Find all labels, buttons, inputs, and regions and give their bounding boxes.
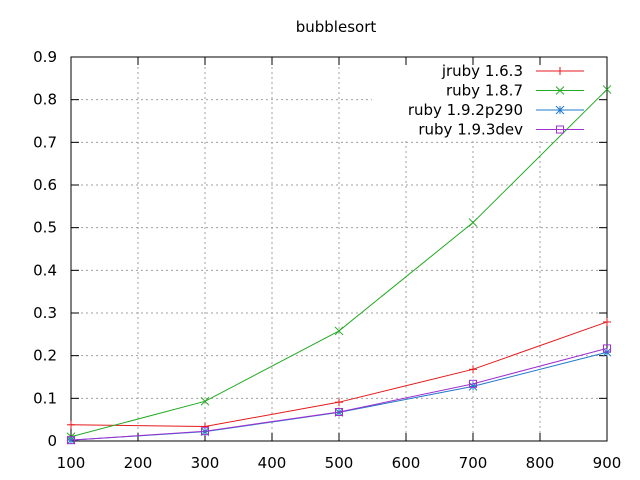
series-group	[66, 85, 612, 445]
series-line	[70, 351, 608, 441]
marker-stroke	[201, 427, 209, 436]
y-tick-label: 0.6	[33, 176, 57, 194]
y-tick-label: 0.1	[33, 389, 57, 407]
y-tick-label: 0.2	[33, 347, 57, 365]
data-point	[335, 407, 343, 416]
legend-label: ruby 1.9.2p290	[408, 101, 523, 119]
legend-marker	[555, 105, 565, 115]
series-4	[67, 344, 611, 445]
data-point	[602, 85, 612, 94]
data-point	[603, 317, 611, 326]
marker-stroke	[556, 125, 564, 134]
data-point	[200, 396, 210, 406]
x-tick-label: 300	[191, 454, 220, 472]
y-tick-label: 0	[47, 432, 57, 450]
legend-entry: jruby 1.6.3	[441, 62, 584, 80]
series-2	[66, 85, 612, 442]
legend-label: ruby 1.8.7	[446, 82, 523, 100]
x-tick-label: 700	[459, 454, 488, 472]
marker-stroke	[603, 344, 611, 353]
x-tick-label: 900	[593, 454, 622, 472]
marker-stroke	[602, 85, 612, 94]
legend-entry: ruby 1.9.3dev	[418, 121, 584, 139]
marker-stroke	[468, 382, 478, 391]
axes: 0 0.1 0.2 0.3 0.4 0.5 0.6 0.7 0.8 0.9 100 200 300 400…	[33, 48, 621, 472]
y-tick-label: 0.9	[33, 48, 57, 66]
legend-marker	[556, 67, 564, 75]
x-tick-label: 600	[392, 454, 421, 472]
legend-entry: ruby 1.9.2p290	[408, 101, 584, 119]
data-point	[468, 382, 478, 391]
data-point	[201, 427, 209, 436]
x-tick-label: 200	[124, 454, 153, 472]
data-point	[334, 326, 344, 336]
x-tick-label: 500	[325, 454, 354, 472]
series-line	[70, 347, 608, 441]
marker-stroke	[468, 218, 478, 227]
data-point	[67, 436, 75, 445]
marker-stroke	[334, 326, 344, 336]
marker-stroke	[555, 86, 565, 95]
data-point	[469, 379, 477, 388]
legend-label: jruby 1.6.3	[441, 62, 523, 80]
data-point	[67, 420, 75, 429]
data-point	[468, 218, 478, 227]
y-tick-label: 0.5	[33, 219, 57, 237]
grid	[71, 57, 607, 441]
x-tick-label: 800	[526, 454, 555, 472]
marker-stroke	[200, 396, 210, 406]
y-tick-label: 0.3	[33, 304, 57, 322]
y-tick-label: 0.4	[33, 261, 57, 279]
marker-stroke	[67, 436, 75, 445]
series-1	[67, 317, 611, 431]
x-tick-label: 400	[258, 454, 287, 472]
legend-marker	[556, 125, 564, 134]
data-point	[335, 398, 343, 407]
legend-marker	[555, 86, 565, 95]
y-tick-label: 0.7	[33, 133, 57, 151]
y-tick-label: 0.8	[33, 91, 57, 109]
data-point	[603, 344, 611, 353]
marker-stroke	[335, 407, 343, 416]
marker-stroke	[555, 105, 565, 115]
data-point	[469, 365, 477, 374]
marker-stroke	[469, 379, 477, 388]
legend-label: ruby 1.9.3dev	[418, 121, 523, 139]
x-tick-label: 100	[57, 454, 86, 472]
chart-title: bubblesort	[296, 18, 377, 36]
legend-entry: ruby 1.8.7	[446, 82, 584, 100]
